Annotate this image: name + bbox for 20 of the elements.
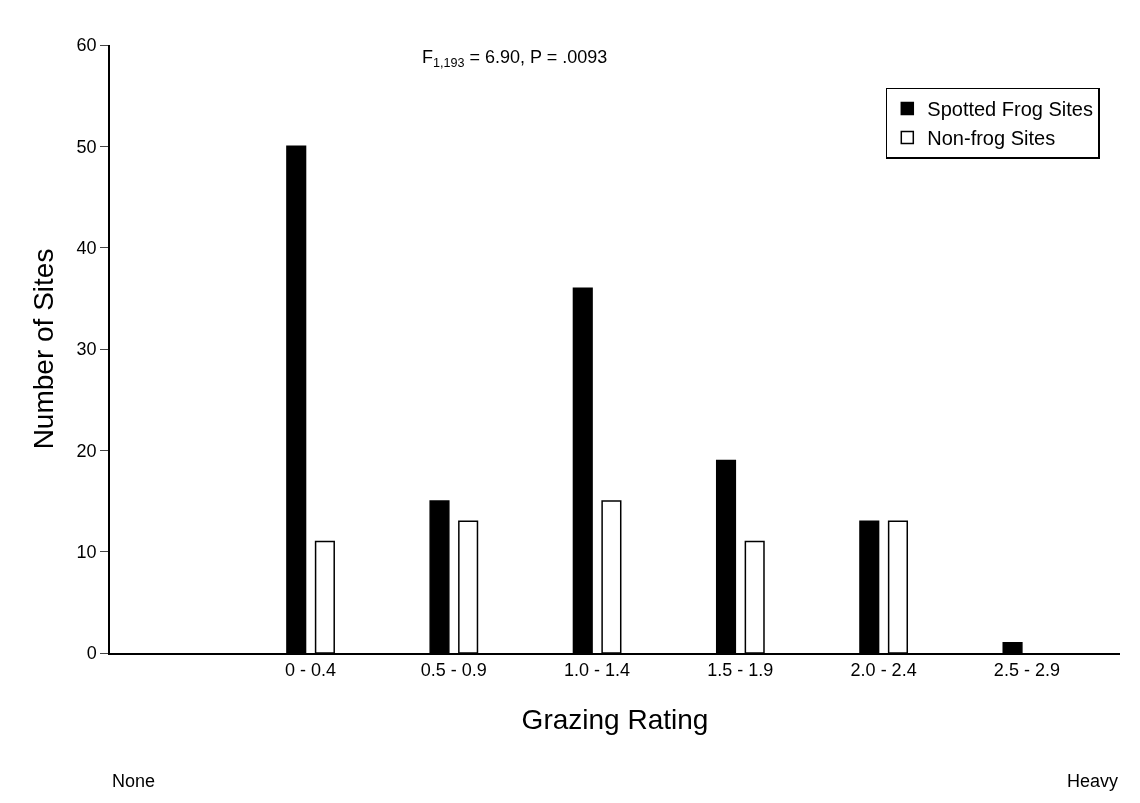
y-tick-label: 40 <box>76 237 97 258</box>
x-tick-label: 1.0 - 1.4 <box>564 660 631 681</box>
x-tick-label: 2.5 - 2.9 <box>993 660 1060 681</box>
text: Heavy <box>1067 771 1119 791</box>
y-tick-label: 60 <box>76 35 97 56</box>
y-tick-label: 50 <box>76 136 97 157</box>
x-tick-label: 1.5 - 1.9 <box>707 660 774 681</box>
y-tick-label: 30 <box>76 339 97 360</box>
x-tick-label: 0.5 - 0.9 <box>420 660 487 681</box>
legend-label: Non-frog Sites <box>927 127 1056 150</box>
x-tick-label: 0 - 0.4 <box>285 660 337 681</box>
y-tick-label: 0 <box>86 643 97 664</box>
annotation: F$_{1,193}$ = 6.90, P = .0093 <box>422 47 608 70</box>
x-tick-label: 2.0 - 2.4 <box>850 660 917 681</box>
x-axis-title: Grazing Rating <box>521 703 709 735</box>
y-tick-label: 20 <box>76 440 97 461</box>
legend-label: Spotted Frog Sites <box>927 98 1093 121</box>
y-tick-label: 10 <box>76 541 97 562</box>
y-axis-title: Number of Sites <box>27 248 59 450</box>
text: None <box>112 771 156 791</box>
